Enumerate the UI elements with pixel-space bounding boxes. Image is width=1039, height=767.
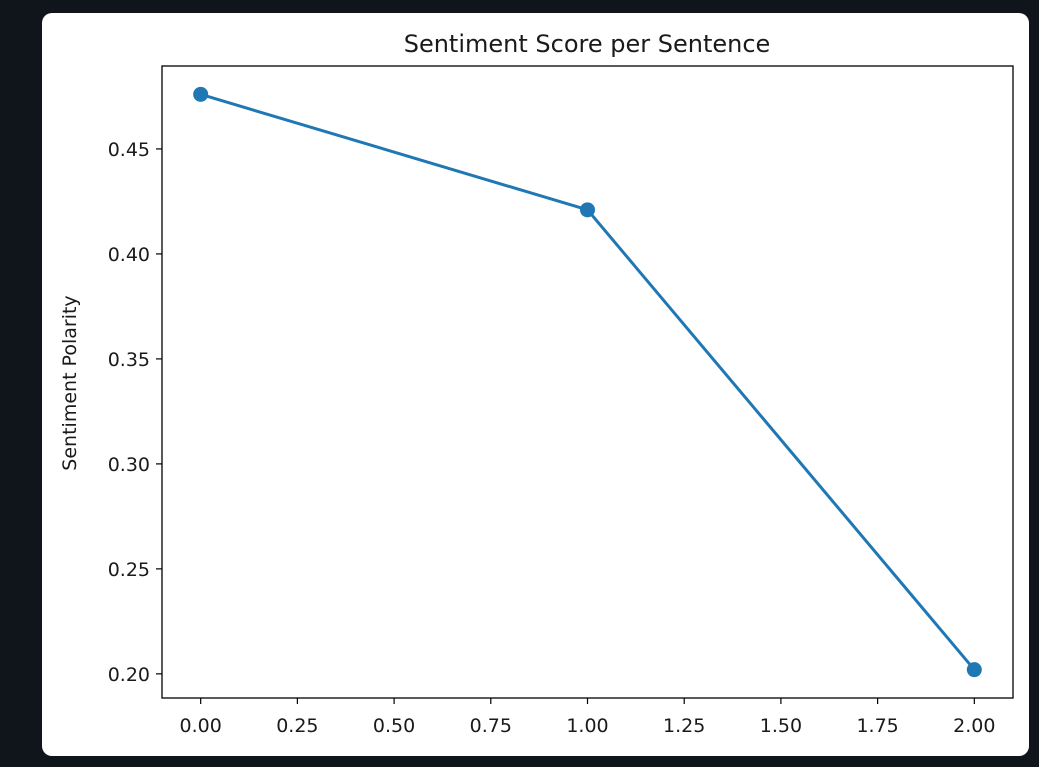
x-tick-label: 0.75 bbox=[470, 715, 512, 737]
y-tick-label: 0.40 bbox=[108, 244, 150, 266]
series-line bbox=[200, 92, 976, 671]
chart-title: Sentiment Score per Sentence bbox=[404, 30, 771, 58]
x-tick-label: 1.75 bbox=[856, 715, 898, 737]
plot-area: 0.00 0.25 0.50 0.75 1.00 1.25 1.50 1.75 2.00 0.20… bbox=[108, 65, 1014, 737]
x-tick-label: 0.50 bbox=[373, 715, 415, 737]
y-tick-label: 0.30 bbox=[108, 454, 150, 476]
x-tick-label: 1.25 bbox=[663, 715, 705, 737]
chart-card bbox=[42, 13, 1029, 756]
data-point bbox=[966, 662, 982, 678]
x-tick-label: 1.50 bbox=[760, 715, 802, 737]
data-point bbox=[580, 202, 595, 218]
x-tick-label: 0.25 bbox=[276, 715, 318, 737]
x-tick-label: 1.00 bbox=[566, 715, 608, 737]
y-tick-label: 0.35 bbox=[108, 349, 150, 371]
y-tick-label: 0.20 bbox=[108, 664, 150, 686]
y-tick-label: 0.25 bbox=[108, 559, 150, 581]
x-tick-label: 0.00 bbox=[180, 715, 222, 737]
x-tick-label: 2.00 bbox=[953, 715, 995, 737]
axes-frame bbox=[161, 65, 1014, 699]
y-tick-label: 0.45 bbox=[108, 139, 150, 161]
data-point bbox=[193, 86, 209, 102]
y-axis-label: Sentiment Polarity bbox=[59, 295, 81, 470]
